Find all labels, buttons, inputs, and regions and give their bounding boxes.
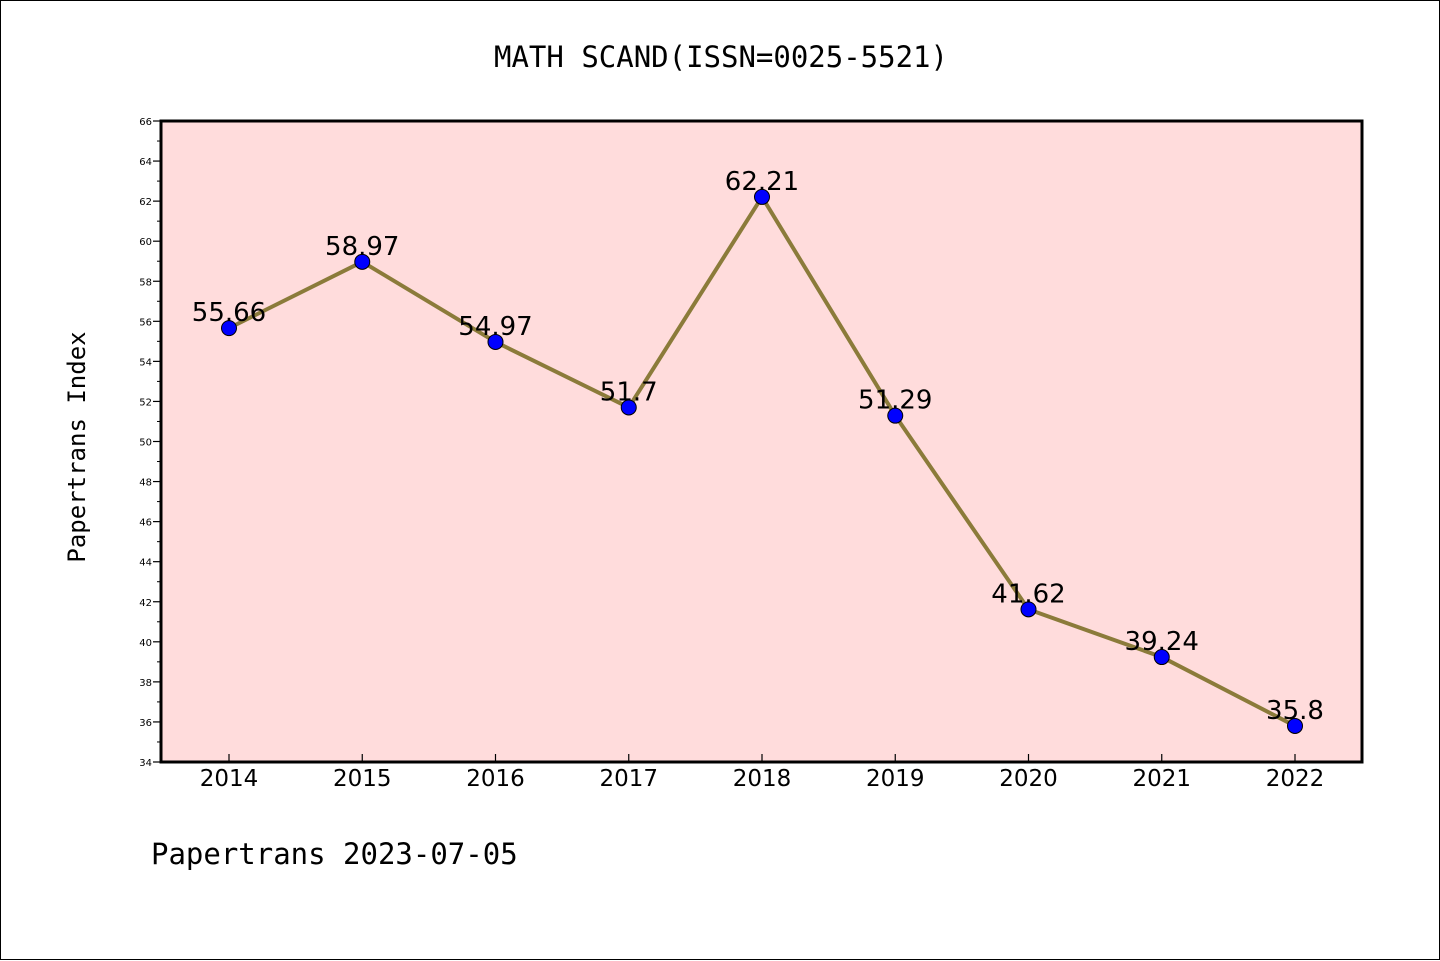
footer-note: Papertrans 2023-07-05 [151, 837, 518, 871]
y-tick-label: 42 [139, 598, 152, 609]
y-tick-label: 62 [139, 197, 152, 208]
y-tick-label: 48 [139, 478, 152, 489]
y-tick-label: 46 [139, 518, 152, 529]
y-tick-label: 38 [139, 678, 152, 689]
y-tick-label: 64 [139, 157, 152, 168]
chart-title: MATH SCAND(ISSN=0025-5521) [494, 40, 948, 74]
y-axis-label: Papertrans Index [63, 331, 91, 562]
y-axis-ticks: 34 36 38 40 42 44 46 48 50 52 54 56 58 60 62 64 66 [139, 117, 161, 769]
x-tick-label: 2015 [333, 766, 392, 792]
y-tick-label: 54 [139, 357, 152, 368]
data-labels: 55.66 58.97 54.97 51.7 62.21 51.29 41.62 39.24 3… [192, 167, 1324, 726]
data-point [1153, 649, 1170, 666]
data-label: 58.97 [325, 232, 399, 262]
data-label: 51.29 [858, 386, 932, 416]
data-point [221, 320, 237, 337]
x-tick-label: 2020 [999, 766, 1058, 792]
y-tick-label: 56 [139, 317, 152, 328]
data-point [354, 253, 371, 270]
x-tick-label: 2019 [866, 766, 925, 792]
y-tick-label: 44 [139, 558, 152, 569]
data-label: 54.97 [458, 312, 532, 342]
data-point [887, 407, 904, 424]
y-tick-label: 40 [139, 638, 152, 649]
x-tick-label: 2018 [733, 766, 792, 792]
y-tick-label: 34 [139, 758, 152, 769]
data-point [754, 188, 770, 205]
data-label: 41.62 [991, 579, 1065, 609]
y-tick-label: 66 [139, 117, 152, 128]
y-tick-label: 50 [139, 438, 152, 449]
data-point [487, 333, 504, 350]
plot-frame [159, 119, 1364, 764]
data-label: 39.24 [1125, 627, 1199, 657]
y-tick-label: 58 [139, 277, 152, 288]
y-tick-label: 52 [139, 397, 152, 408]
data-label: 62.21 [725, 167, 799, 197]
x-tick-label: 2021 [1132, 766, 1191, 792]
x-tick-label: 2017 [599, 766, 658, 792]
y-tick-label: 36 [139, 718, 152, 729]
data-point [1287, 717, 1303, 734]
data-label: 51.7 [600, 377, 658, 407]
x-tick-label: 2022 [1266, 766, 1325, 792]
data-point [1020, 601, 1037, 618]
series-markers [221, 188, 1303, 734]
data-point [620, 399, 637, 416]
x-tick-label: 2016 [466, 766, 525, 792]
data-label: 55.66 [192, 298, 266, 328]
x-tick-label: 2014 [200, 766, 259, 792]
x-axis-ticks: 2014 2015 2016 2017 2018 2019 2020 2021 2022 [200, 754, 1325, 792]
y-tick-label: 60 [139, 237, 152, 248]
data-label: 35.8 [1266, 696, 1324, 726]
